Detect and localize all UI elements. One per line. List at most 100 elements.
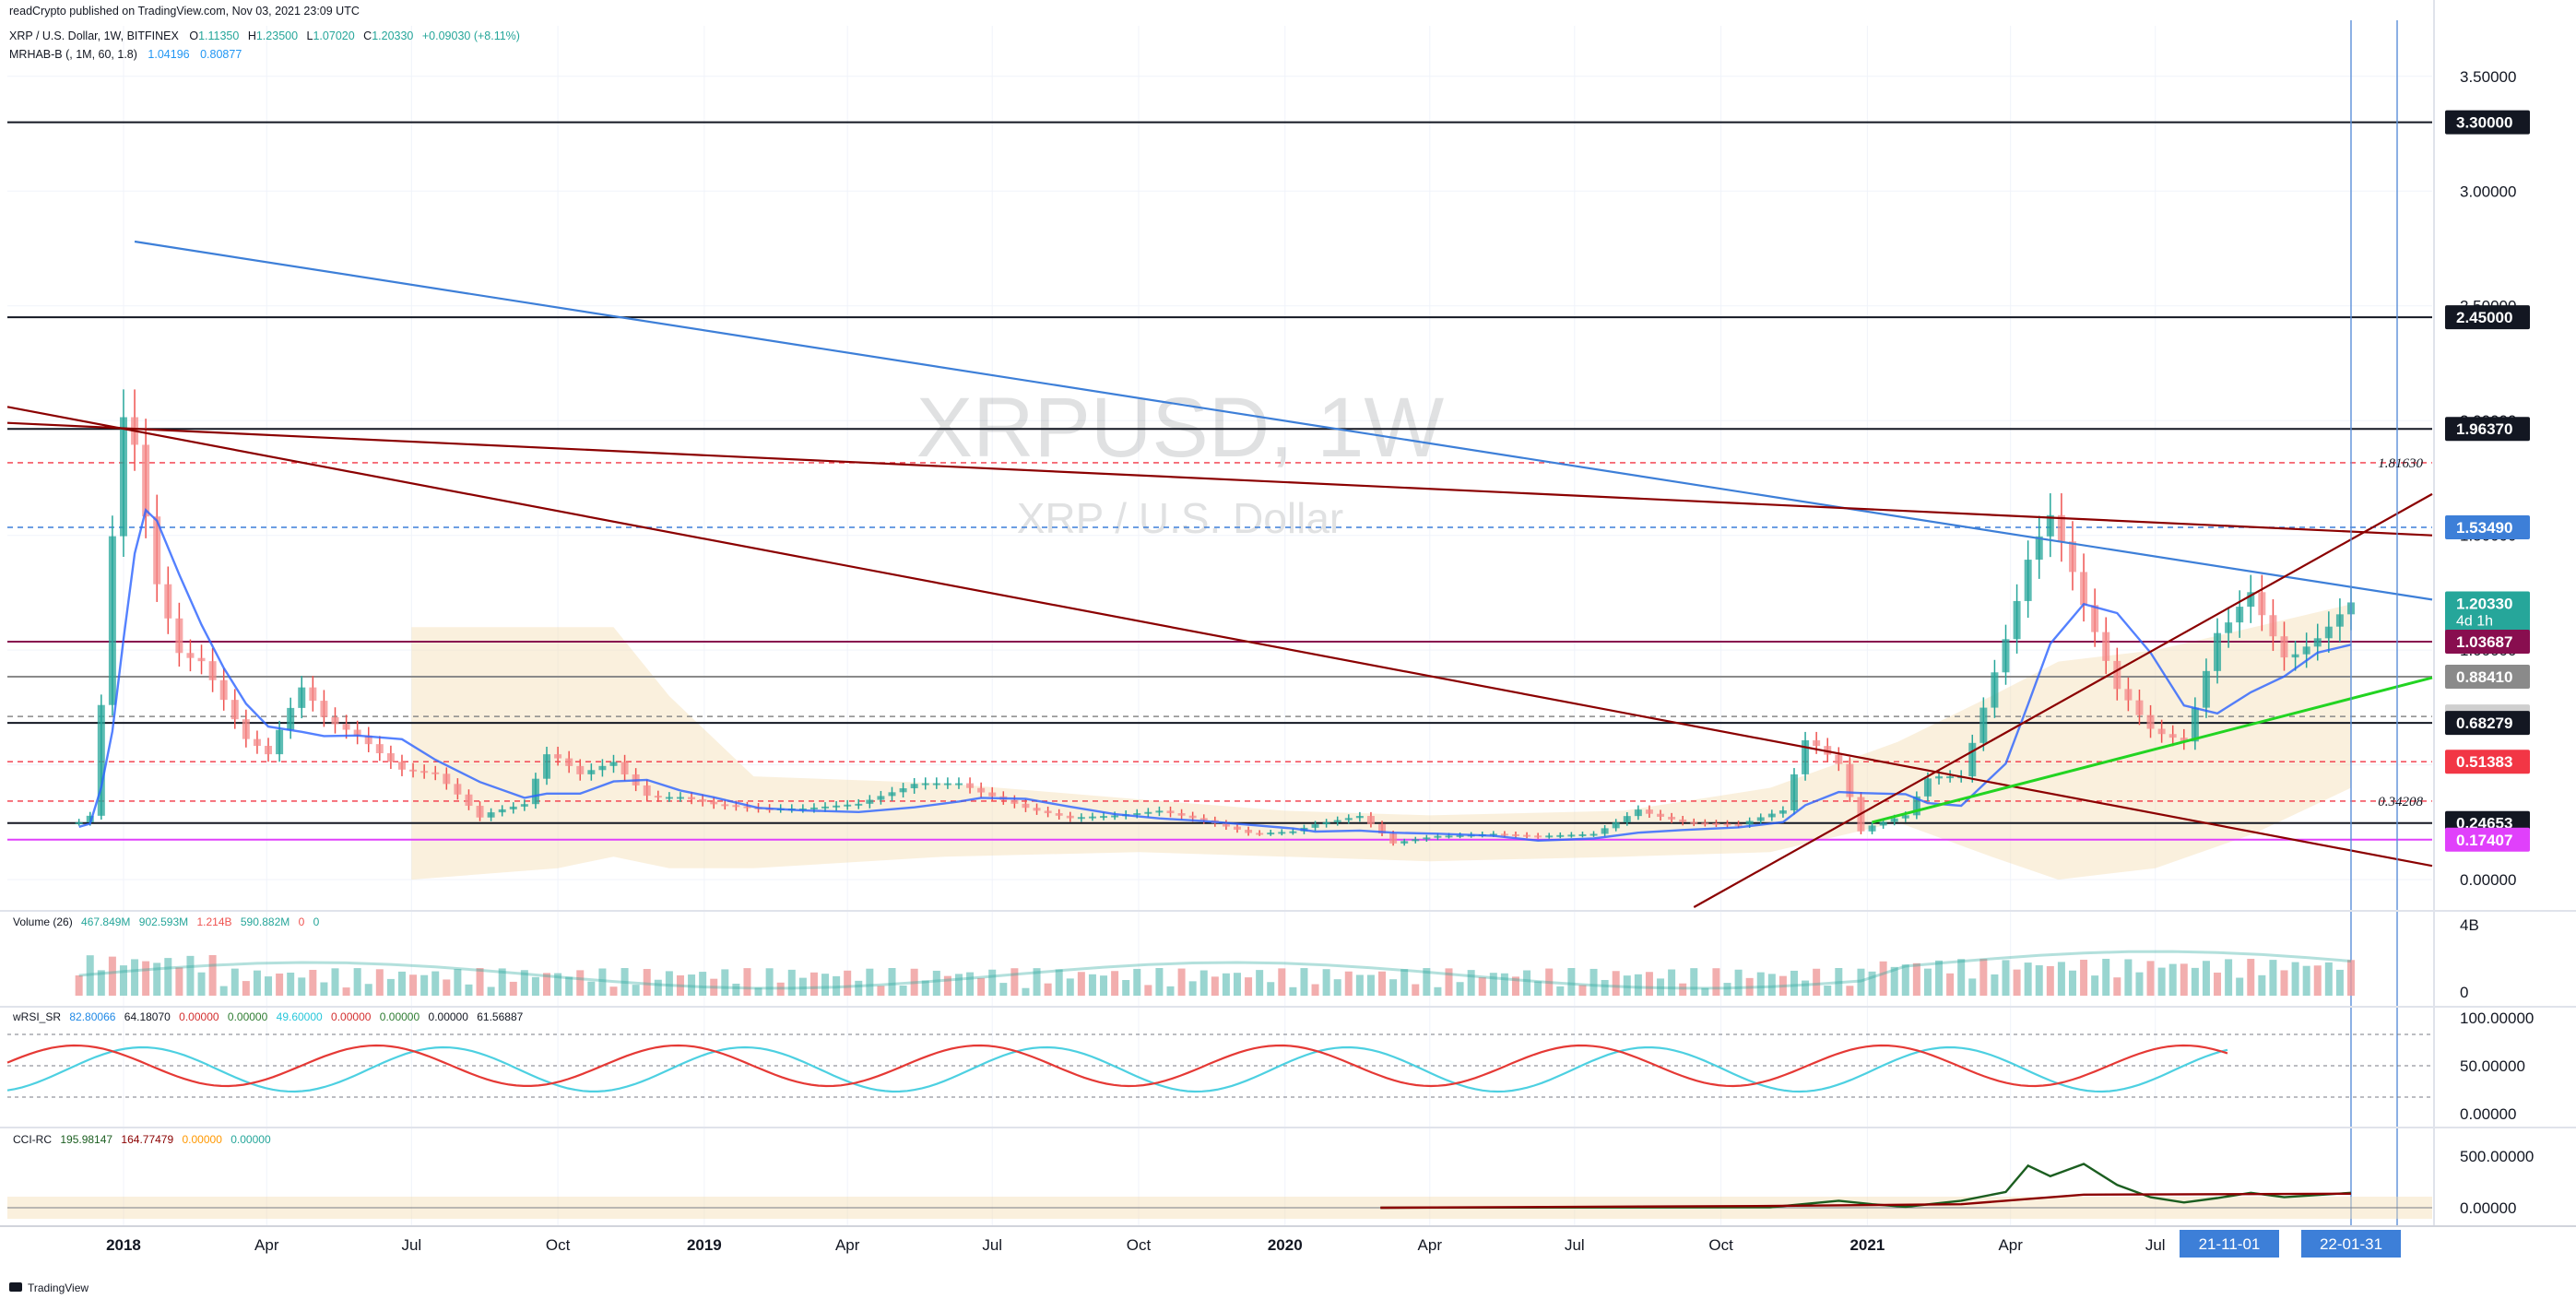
volume-bar: [208, 955, 217, 996]
candle-body: [1979, 707, 1988, 743]
symbol-line[interactable]: XRP / U.S. Dollar, 1W, BITFINEX O1.11350…: [9, 30, 520, 42]
candle-body: [454, 784, 462, 795]
candle-body: [2202, 670, 2210, 708]
candle-body: [1745, 821, 1754, 825]
tradingview-logo[interactable]: TradingView: [9, 1281, 89, 1294]
indicator-line[interactable]: MRHAB-B (, 1M, 60, 1.8) 1.04196 0.80877: [9, 48, 242, 61]
price-candles: [75, 389, 2355, 846]
price-label-bg-9: [2445, 750, 2530, 774]
volume-bar: [175, 967, 183, 996]
candle-body: [443, 773, 451, 785]
volume-bar: [1511, 976, 1519, 996]
time-axis[interactable]: 2018 Apr Jul Oct 2019 Apr Jul Oct 2020 Apr Jul Oct 2…: [106, 1230, 2401, 1258]
volume-bar: [1355, 974, 1364, 996]
volume-bar: [721, 969, 729, 996]
price-label-bg-8: [2445, 711, 2530, 736]
trend-lines[interactable]: [6, 240, 2433, 908]
candle-body: [164, 584, 172, 619]
candle-body: [2046, 514, 2054, 537]
candle-body: [954, 783, 963, 785]
candle-body: [576, 765, 585, 774]
candle-body: [587, 770, 596, 774]
volume-bar: [787, 969, 796, 996]
volume-bar: [1923, 968, 1932, 996]
candle-body: [1879, 821, 1887, 826]
volume-bar: [108, 956, 116, 996]
candle-body: [86, 815, 94, 822]
volume-bar: [2068, 970, 2076, 996]
candle-body: [2191, 707, 2199, 742]
rsi-pane[interactable]: [6, 1033, 2432, 1098]
volume-bar: [1044, 983, 1052, 996]
volume-bar: [2214, 972, 2222, 996]
volume-bar: [2035, 965, 2043, 996]
candle-body: [688, 797, 696, 799]
rsi-legend[interactable]: wRSI_SR 82.80066 64.18070 0.00000 0.0000…: [12, 1010, 524, 1023]
volume-bar: [1712, 968, 1720, 996]
volume-bar: [676, 974, 684, 996]
price-label-5: 1.03687: [2456, 633, 2512, 651]
candle-body: [1701, 822, 1709, 825]
candle-body: [1033, 808, 1041, 811]
price-pane[interactable]: XRPUSD, 1W XRP / U.S. Dollar 1.81630 0.34…: [6, 20, 2433, 1226]
price-label-4: 1.20330: [2456, 596, 2512, 613]
volume-bar: [1022, 987, 1030, 996]
rsi-value-6: 0.00000: [331, 1010, 372, 1023]
candle-body: [2258, 592, 2266, 616]
candle-body: [721, 804, 729, 807]
candle-body: [2102, 632, 2110, 661]
cci-legend[interactable]: CCI-RC 195.98147 164.77479 0.00000 0.000…: [13, 1133, 271, 1146]
volume-bar: [1322, 969, 1330, 996]
volume-bar: [1790, 970, 1798, 996]
volume-label: Volume (26): [13, 915, 73, 928]
candle-body: [1378, 823, 1387, 834]
volume-bar: [431, 971, 440, 996]
volume-bar: [520, 970, 528, 996]
volume-bar: [833, 975, 841, 996]
candle-body: [2291, 654, 2299, 658]
volume-bar: [977, 977, 986, 996]
candle-body: [1322, 821, 1330, 825]
volume-bar: [1935, 960, 1944, 996]
candle-body: [2280, 636, 2288, 658]
candle-body: [2324, 626, 2333, 639]
volume-bar: [219, 986, 228, 996]
date-badge-0: 21-11-01: [2199, 1235, 2261, 1253]
volume-bar: [509, 981, 517, 996]
volume-bar: [1778, 975, 1787, 996]
volume-bar: [1366, 974, 1375, 996]
trendline-blue-downtrend: [134, 240, 2433, 601]
trendline-green-uptrend: [1872, 676, 2433, 824]
horizontal-levels[interactable]: [7, 121, 2432, 841]
time-tick-4: 2019: [687, 1236, 722, 1254]
volume-bar: [1912, 962, 1920, 996]
volume-bar: [1824, 986, 1832, 996]
vertical-date-lines[interactable]: [2350, 20, 2398, 1226]
volume-bar: [1623, 975, 1631, 996]
candle-body: [1010, 799, 1019, 804]
price-axis[interactable]: 3.500003.000002.500002.000001.500001.000…: [2445, 68, 2530, 889]
volume-bar: [2157, 967, 2166, 996]
candle-body: [665, 797, 673, 799]
candle-body: [809, 807, 818, 809]
fib-level-labels: 1.81630 0.34208: [2378, 456, 2423, 809]
trendline-darkred-steep-downtrend: [6, 406, 2433, 868]
rsi-value-4: 0.00000: [228, 1010, 268, 1023]
cci-pane[interactable]: [7, 1163, 2432, 1220]
volume-bar: [1400, 969, 1409, 996]
volume-bar: [1344, 971, 1353, 996]
ohlc-o-value: 1.11350: [198, 30, 239, 42]
candle-body: [844, 804, 852, 807]
volume-bar: [643, 969, 651, 996]
candle-body: [620, 762, 629, 774]
volume-bar: [119, 965, 127, 996]
ohlc-l-label: L: [307, 30, 313, 42]
volume-legend[interactable]: Volume (26) 467.849M 902.593M 1.214B 590…: [13, 915, 320, 928]
rsi-axis-100: 100.00000: [2460, 1010, 2534, 1027]
candle-body: [888, 792, 896, 797]
tradingview-logo-icon: [9, 1282, 22, 1292]
candle-body: [1222, 823, 1230, 827]
volume-bar: [620, 968, 629, 996]
volume-pane[interactable]: [75, 950, 2355, 996]
